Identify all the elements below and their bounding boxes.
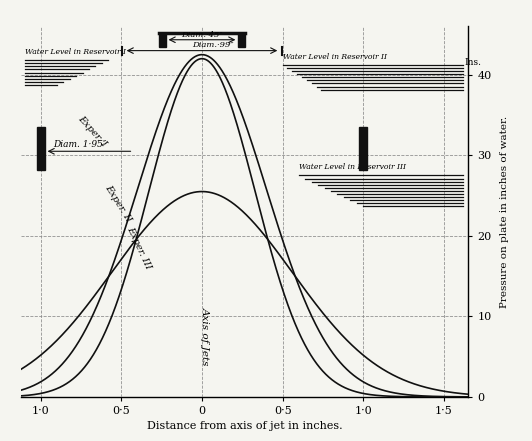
Text: Water Level in Reservoir III: Water Level in Reservoir III <box>299 164 406 172</box>
Text: Diam.·99″: Diam.·99″ <box>193 41 234 49</box>
Bar <box>159 33 165 47</box>
X-axis label: Distance from axis of jet in inches.: Distance from axis of jet in inches. <box>147 422 343 431</box>
Text: Water Level in Reservoir II: Water Level in Reservoir II <box>282 53 387 61</box>
Text: Axis of Jets: Axis of Jets <box>201 307 210 366</box>
Text: Exper. III: Exper. III <box>125 225 153 271</box>
Bar <box>238 33 245 47</box>
Text: Diam.·45″: Diam.·45″ <box>181 30 223 38</box>
Text: Diam. 1·95″: Diam. 1·95″ <box>53 140 106 149</box>
Text: Exper. II: Exper. II <box>103 183 133 224</box>
Text: Water Level in Reservoir I: Water Level in Reservoir I <box>24 48 126 56</box>
Bar <box>37 127 45 170</box>
Y-axis label: Pressure on plate in inches of water.: Pressure on plate in inches of water. <box>500 116 509 308</box>
Text: Exper. I: Exper. I <box>76 114 109 148</box>
Text: Ins.: Ins. <box>465 58 482 67</box>
Bar <box>359 127 367 170</box>
